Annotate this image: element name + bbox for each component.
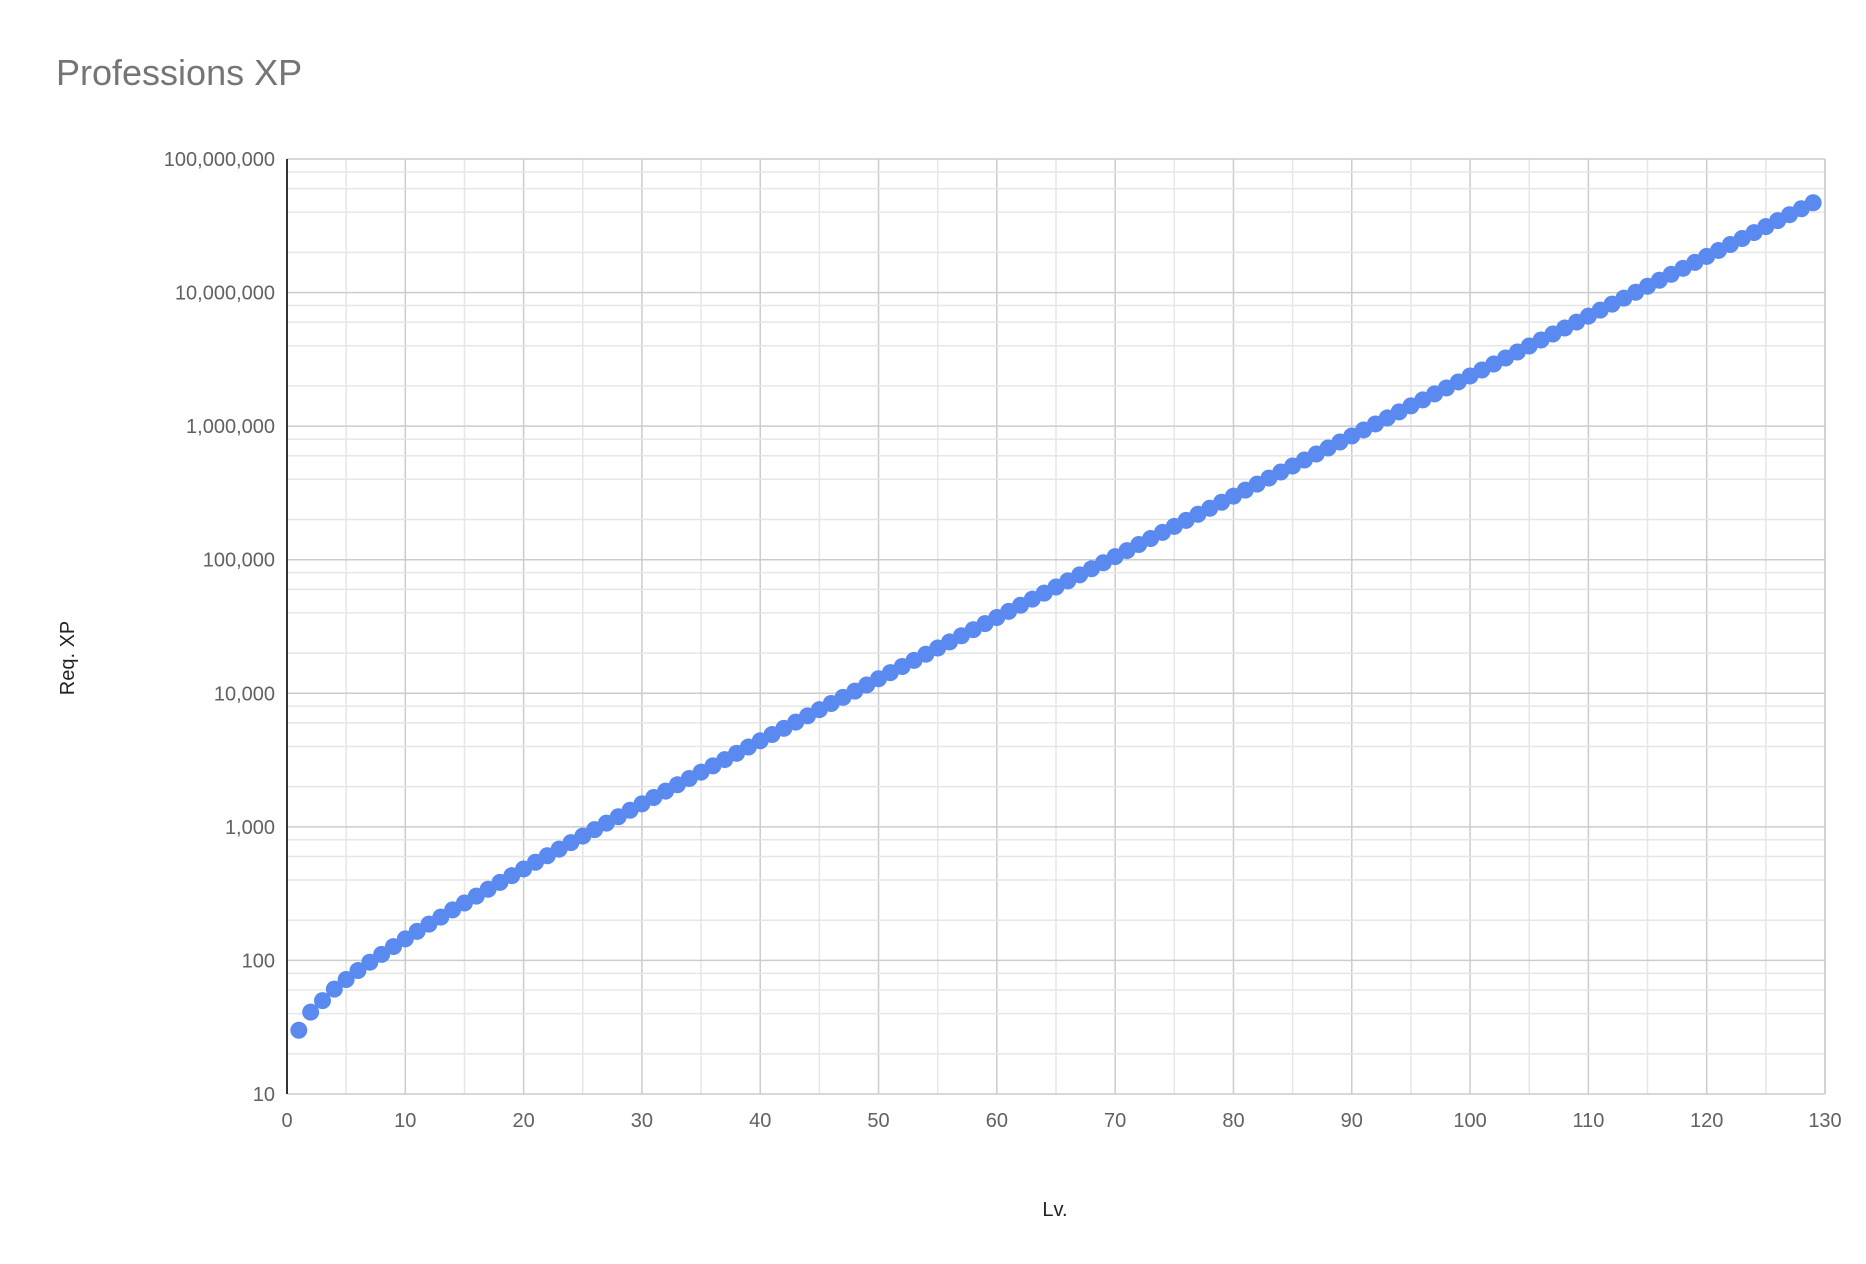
x-tick-label: 90 bbox=[1341, 1110, 1363, 1132]
data-point bbox=[337, 970, 355, 988]
y-tick-label: 100 bbox=[242, 950, 275, 972]
x-tick-labels: 0 10 20 30 40 50 60 70 80 90 100 110 120 130 bbox=[281, 1110, 1841, 1132]
x-tick-label: 70 bbox=[1104, 1110, 1126, 1132]
x-tick-label: 20 bbox=[512, 1110, 534, 1132]
x-tick-label: 120 bbox=[1690, 1110, 1723, 1132]
data-point bbox=[1804, 194, 1822, 212]
x-axis-title: Lv. bbox=[1042, 1199, 1067, 1221]
x-tick-label: 50 bbox=[867, 1110, 889, 1132]
x-tick-label: 40 bbox=[749, 1110, 771, 1132]
y-tick-label: 10,000,000 bbox=[175, 283, 275, 305]
x-tick-label: 130 bbox=[1808, 1110, 1841, 1132]
data-point bbox=[302, 1003, 320, 1021]
data-point bbox=[290, 1021, 308, 1039]
y-tick-label: 10 bbox=[253, 1084, 275, 1106]
x-tick-label: 110 bbox=[1572, 1110, 1604, 1132]
y-tick-label: 10,000 bbox=[214, 683, 275, 705]
data-point bbox=[313, 992, 331, 1010]
y-tick-label: 1,000,000 bbox=[186, 416, 275, 438]
x-tick-label: 100 bbox=[1453, 1110, 1486, 1132]
y-axis-title: Req. XP bbox=[57, 621, 79, 695]
y-tick-label: 100,000 bbox=[203, 550, 275, 572]
x-tick-label: 0 bbox=[281, 1110, 292, 1132]
y-tick-label: 1,000 bbox=[225, 817, 275, 839]
data-point bbox=[349, 962, 367, 980]
data-point bbox=[325, 980, 343, 998]
axes bbox=[286, 159, 1826, 1094]
data-points bbox=[290, 194, 1822, 1039]
x-tick-label: 80 bbox=[1222, 1110, 1244, 1132]
chart-title: Professions XP bbox=[56, 52, 302, 93]
y-tick-labels: 10 100 1,000 10,000 100,000 1,000,000 10,000,0… bbox=[164, 149, 275, 1106]
gridlines bbox=[286, 158, 1826, 1095]
x-tick-label: 30 bbox=[631, 1110, 653, 1132]
x-tick-label: 10 bbox=[394, 1110, 416, 1132]
y-tick-label: 100,000,000 bbox=[164, 149, 275, 171]
x-tick-label: 60 bbox=[986, 1110, 1008, 1132]
